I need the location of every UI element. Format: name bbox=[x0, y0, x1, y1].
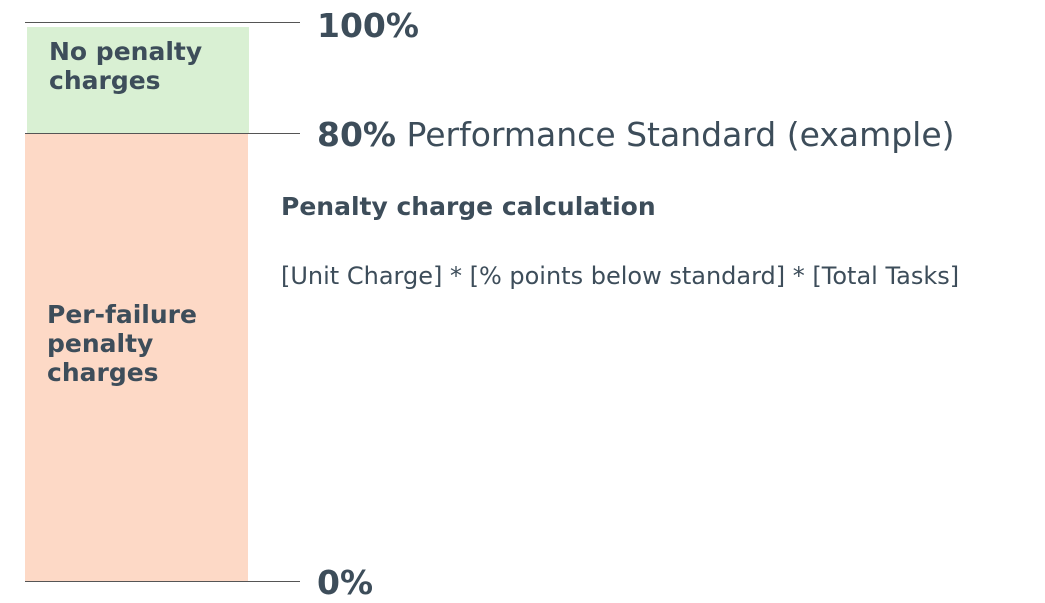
level-label: 80% bbox=[317, 115, 396, 154]
level: 80% Performance Standard (example) bbox=[317, 115, 955, 155]
level-label: 100% bbox=[317, 6, 419, 45]
zone-label: No penalty charges bbox=[49, 37, 203, 95]
calculation-formula: [Unit Charge] * [% points below standard… bbox=[281, 262, 960, 290]
zone-label: Per-failure penalty charges bbox=[47, 300, 197, 387]
penalty-zone: Per-failure penalty charges bbox=[25, 134, 248, 581]
level: 100% bbox=[317, 6, 419, 46]
level-note: Performance Standard (example) bbox=[406, 115, 955, 154]
level-line bbox=[25, 133, 300, 134]
level-line bbox=[25, 22, 300, 23]
no-penalty-zone: No penalty charges bbox=[27, 27, 249, 133]
level: 0% bbox=[317, 563, 373, 603]
calculation-title: Penalty charge calculation bbox=[281, 192, 656, 221]
level-label: 0% bbox=[317, 563, 374, 602]
level-line bbox=[25, 581, 300, 582]
